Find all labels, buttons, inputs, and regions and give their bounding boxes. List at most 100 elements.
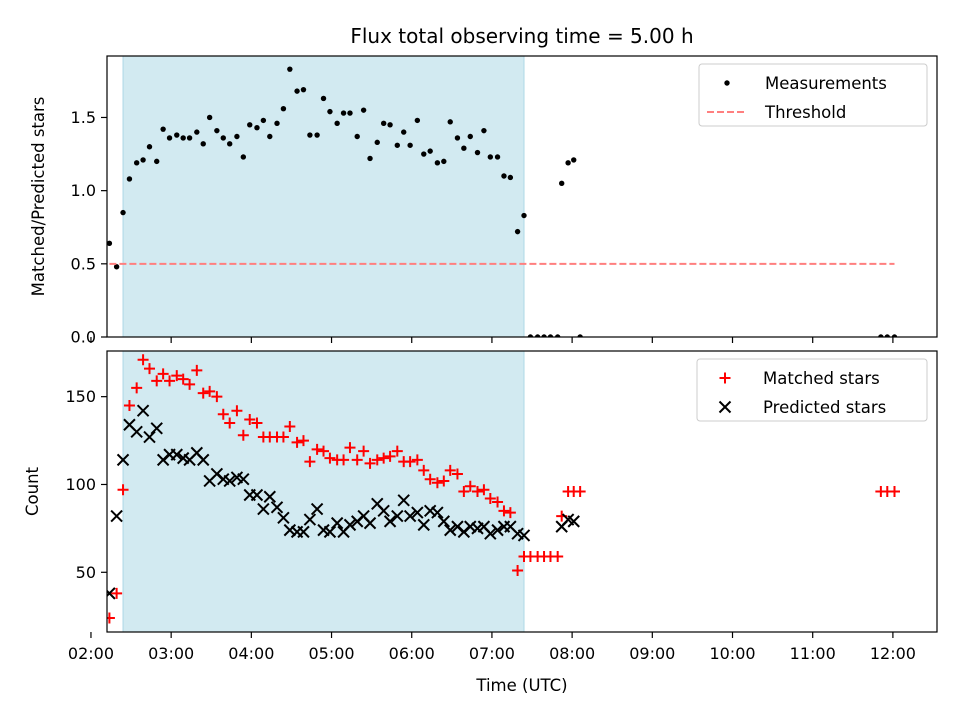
measurement-point (160, 126, 166, 132)
predicted-point (363, 516, 377, 530)
matched-point (164, 375, 176, 387)
predicted-point (330, 516, 344, 530)
predicted-point (310, 502, 324, 516)
series-predicted-stars (107, 404, 580, 600)
matched-point (291, 436, 303, 448)
predicted-point (116, 453, 130, 467)
measurement-point (140, 157, 146, 163)
measurement-point (287, 66, 293, 72)
predicted-point (444, 523, 457, 537)
measurement-point (254, 125, 260, 131)
predicted-point (391, 509, 404, 523)
matched-point (217, 408, 229, 420)
predicted-point (517, 529, 531, 542)
measurement-point (394, 142, 400, 148)
measurement-point (527, 334, 534, 337)
measurement-point (374, 139, 380, 146)
matched-point (284, 421, 296, 433)
matched-point (244, 413, 256, 425)
axes-frame (106, 350, 938, 633)
measurement-point (481, 127, 487, 134)
matched-point (277, 431, 289, 443)
matched-point (424, 473, 436, 485)
legend-label: Threshold (764, 103, 846, 122)
predicted-point (323, 525, 337, 539)
measurement-point (206, 114, 213, 121)
measurement-point (441, 158, 447, 165)
predicted-point (567, 515, 580, 528)
legend: Matched stars Predicted stars (696, 358, 928, 422)
y-axis-label: Matched/Predicted stars (29, 97, 48, 297)
measurement-point (280, 105, 287, 112)
predicted-point (170, 448, 183, 461)
measurement-point (354, 133, 360, 140)
y-tick-label: 150 (65, 387, 96, 406)
matched-point (157, 368, 169, 380)
matched-point (471, 486, 483, 497)
matched-point (131, 382, 143, 394)
predicted-point (223, 474, 236, 488)
measurement-point (467, 133, 473, 140)
predicted-point (491, 523, 504, 537)
matched-point (211, 391, 223, 403)
measurement-point (501, 173, 507, 179)
matched-point (444, 464, 456, 476)
y-axis-label: Count (23, 466, 42, 516)
measurement-point (461, 145, 467, 151)
measurement-point (571, 157, 577, 163)
matched-point (311, 443, 323, 455)
measurement-point (307, 132, 313, 138)
shaded-interval (122, 55, 525, 338)
measurement-point (267, 133, 273, 140)
predicted-point (143, 430, 156, 444)
measurement-point (541, 334, 547, 337)
measurement-point (514, 228, 521, 235)
predicted-point (431, 506, 444, 519)
measurement-point (340, 110, 347, 116)
matched-point (111, 587, 123, 599)
measurement-point (380, 120, 387, 127)
measurement-point (884, 334, 890, 337)
measurement-point (387, 122, 393, 128)
predicted-point (397, 494, 410, 507)
legend-box (698, 63, 928, 127)
matched-point (492, 496, 504, 508)
legend: Measurements Threshold (698, 63, 928, 127)
predicted-point (303, 513, 317, 526)
predicted-point (257, 502, 270, 516)
matched-point (411, 454, 423, 466)
predicted-point (110, 509, 123, 523)
predicted-point (343, 518, 357, 532)
predicted-point (130, 425, 143, 438)
x-tick-label: 06:00 (389, 644, 435, 663)
y-tick-label: 0.5 (71, 254, 96, 273)
matched-point (123, 399, 135, 411)
predicted-point (417, 518, 430, 532)
x-axis-label: Time (UTC) (475, 676, 567, 695)
matched-point (137, 354, 149, 366)
matched-point (512, 565, 524, 577)
measurement-point (534, 334, 541, 337)
measurement-point (107, 240, 113, 247)
measurement-point (507, 174, 514, 181)
matched-point (458, 486, 470, 497)
matched-point (251, 417, 263, 429)
matched-point (107, 612, 115, 624)
top-panel-flux-ratio: 0.0 0.5 1.0 1.5 Matched/Predicted stars Measu… (29, 55, 938, 347)
predicted-point (250, 488, 264, 502)
x-tick-label: 07:00 (469, 644, 515, 663)
matched-point (371, 454, 383, 466)
measurement-point (120, 209, 126, 216)
measurement-point (220, 135, 226, 141)
matched-point (464, 480, 476, 492)
predicted-point (377, 504, 390, 518)
matched-point (431, 477, 443, 489)
matched-point (324, 452, 336, 464)
measurement-point (186, 135, 193, 141)
predicted-point (150, 422, 163, 435)
predicted-point (197, 453, 210, 467)
measurement-point (240, 154, 247, 160)
measurement-point (174, 132, 180, 138)
x-tick-label: 09:00 (629, 644, 675, 663)
measurement-point (401, 129, 407, 135)
